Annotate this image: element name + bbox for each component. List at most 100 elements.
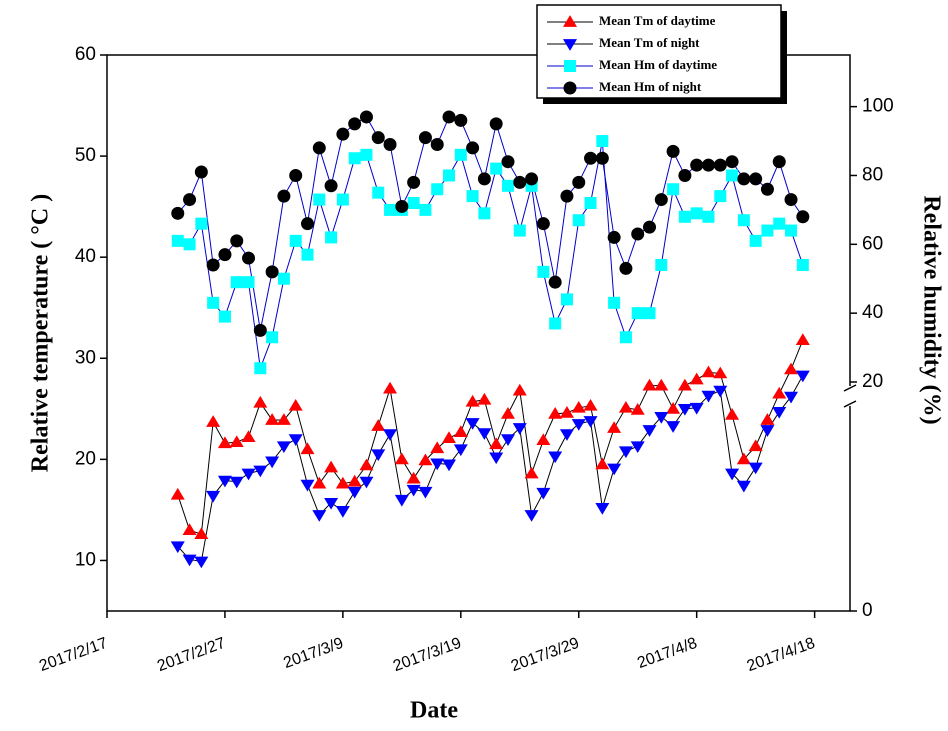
marker: [796, 258, 809, 271]
marker: [642, 378, 657, 391]
legend-label: Mean Tm of night: [599, 35, 700, 50]
marker: [536, 487, 551, 500]
marker: [442, 459, 457, 472]
x-tick-label: 2017/2/27: [155, 635, 228, 675]
marker: [560, 189, 574, 203]
y-axis-title: Relative temperature ( °C ): [28, 194, 54, 472]
marker: [206, 258, 220, 272]
y-tick-label: 30: [75, 347, 96, 368]
x-tick-label: 2017/3/9: [281, 635, 345, 672]
marker: [666, 144, 680, 158]
marker: [524, 510, 539, 522]
marker: [195, 217, 208, 230]
marker: [619, 261, 633, 275]
marker: [489, 437, 504, 450]
marker: [596, 135, 609, 148]
marker: [702, 210, 715, 223]
marker: [206, 490, 221, 503]
marker: [713, 385, 728, 398]
marker: [230, 234, 244, 248]
marker: [183, 238, 196, 251]
marker: [207, 296, 220, 309]
marker: [795, 333, 810, 345]
marker: [466, 190, 479, 203]
marker: [618, 400, 633, 413]
marker: [713, 158, 727, 172]
marker: [324, 179, 338, 193]
marker: [477, 392, 492, 405]
marker: [725, 155, 739, 169]
marker: [453, 444, 468, 457]
marker: [395, 199, 409, 213]
marker: [749, 172, 763, 186]
marker: [690, 158, 704, 172]
plot-frame: [106, 54, 851, 612]
marker: [442, 431, 457, 444]
marker: [348, 152, 361, 165]
y-tick-label: 10: [75, 549, 96, 570]
marker: [548, 451, 563, 464]
marker: [607, 230, 621, 244]
marker: [714, 190, 727, 203]
marker: [406, 484, 421, 497]
marker: [631, 227, 645, 241]
marker: [749, 234, 762, 247]
legend-marker: [563, 81, 577, 95]
marker: [384, 203, 397, 216]
marker: [667, 183, 680, 196]
marker: [654, 378, 669, 391]
marker: [194, 165, 208, 179]
y2-tick-label: 0: [862, 600, 873, 621]
marker: [536, 433, 551, 446]
marker: [748, 439, 763, 452]
marker: [218, 310, 231, 323]
marker: [690, 207, 703, 220]
marker: [548, 407, 563, 419]
marker: [725, 468, 740, 481]
marker: [265, 456, 280, 469]
marker: [442, 110, 456, 124]
marker: [276, 441, 291, 454]
marker: [371, 419, 386, 431]
marker: [761, 224, 774, 237]
marker: [537, 265, 550, 278]
marker: [454, 113, 468, 127]
marker: [760, 413, 775, 425]
marker: [288, 398, 303, 411]
marker: [548, 275, 562, 289]
marker: [242, 251, 256, 265]
marker: [678, 168, 692, 182]
marker: [726, 169, 739, 182]
marker: [406, 471, 421, 484]
marker: [772, 155, 786, 169]
x-tick-label: 2017/3/19: [391, 635, 464, 675]
marker: [796, 210, 810, 224]
y2-axis-title: Relative humidity (%): [918, 195, 944, 424]
marker: [701, 158, 715, 172]
marker: [689, 372, 704, 385]
marker: [477, 428, 492, 440]
x-axis-title: Date: [410, 698, 458, 724]
marker: [466, 141, 480, 155]
y2-tick-label: 40: [862, 302, 883, 323]
marker: [253, 465, 268, 478]
marker: [312, 476, 327, 489]
marker: [642, 425, 657, 437]
marker: [607, 463, 622, 476]
marker: [584, 197, 597, 210]
marker: [359, 110, 373, 124]
marker: [394, 494, 409, 507]
marker: [654, 412, 669, 424]
marker: [689, 402, 704, 415]
marker: [490, 162, 503, 175]
legend-label: Mean Tm of daytime: [599, 13, 716, 28]
marker: [477, 172, 491, 186]
marker: [301, 248, 314, 261]
marker: [194, 556, 209, 569]
marker: [607, 421, 622, 433]
legend-label: Mean Hm of daytime: [599, 57, 717, 72]
marker: [678, 210, 691, 223]
marker: [324, 460, 339, 473]
marker: [182, 523, 197, 536]
marker: [489, 117, 503, 131]
